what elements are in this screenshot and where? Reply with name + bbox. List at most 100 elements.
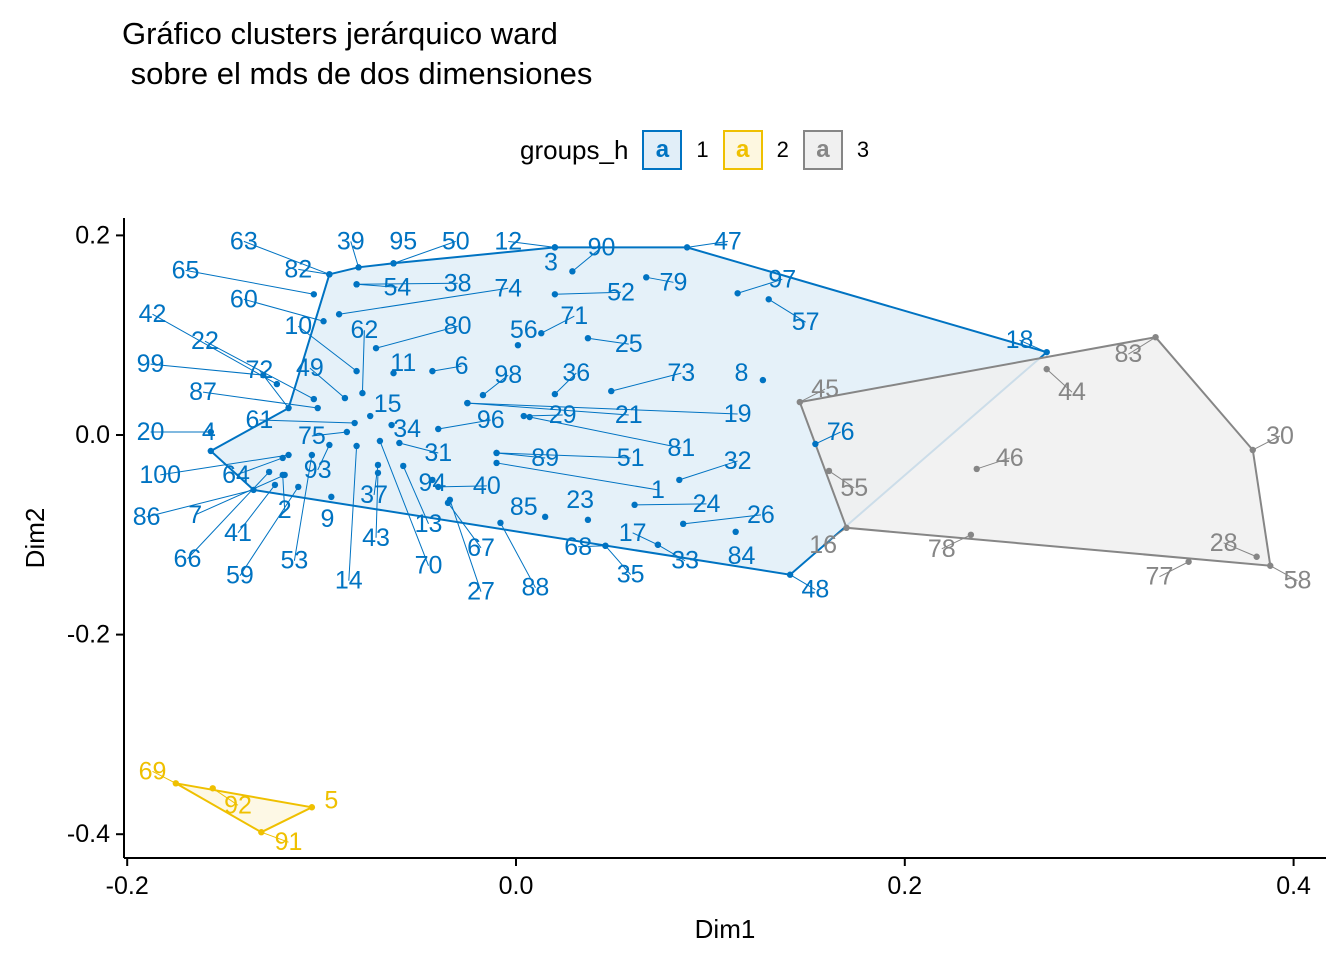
point-label-6: 6 [455,352,469,380]
x-tick-label: 0.2 [887,872,922,900]
data-point-27 [446,496,454,504]
data-points [172,244,1274,836]
data-point-80 [372,344,380,352]
point-label-78: 78 [928,535,956,563]
leader-line-38 [356,282,458,285]
leader-line-2 [282,474,286,510]
leader-line-27 [449,499,482,592]
leader-line-58 [1270,565,1298,582]
leader-line-12 [508,240,555,248]
point-label-72: 72 [245,356,273,384]
data-point-38 [353,281,360,288]
x-axis-ticks: -0.2 0.0 0.2 0.4 [106,858,1311,900]
point-label-15: 15 [374,390,402,418]
leader-line-62 [361,330,365,394]
leader-line-59 [239,486,299,576]
data-point-62 [359,389,366,397]
data-point-59 [295,483,302,491]
point-label-77: 77 [1146,563,1174,591]
point-label-57: 57 [792,308,820,336]
leader-line-82 [298,268,330,275]
point-label-56: 56 [510,316,538,344]
legend-item-group-3: a 3 [802,130,869,170]
data-point-83 [1152,333,1159,341]
point-label-18: 18 [1006,326,1034,354]
point-label-92: 92 [224,791,252,819]
point-label-51: 51 [617,444,645,472]
data-point-44 [1043,365,1050,373]
point-label-86: 86 [133,503,161,531]
point-label-96: 96 [477,406,505,434]
leader-line-42 [152,313,278,385]
point-label-66: 66 [174,545,202,573]
data-point-36 [551,390,559,398]
data-point-23 [584,516,592,524]
data-point-2 [279,471,286,479]
point-label-10: 10 [284,312,312,340]
data-point-76 [812,440,819,448]
leader-line-65 [185,269,314,295]
point-label-12: 12 [494,227,522,255]
point-label-20: 20 [137,418,165,446]
point-label-65: 65 [172,256,200,284]
data-point-18 [1043,348,1050,356]
leader-line-70 [379,440,429,566]
data-point-61 [351,419,358,427]
point-label-39: 39 [337,227,365,255]
leader-line-88 [500,522,536,588]
point-label-91: 91 [275,828,303,856]
point-label-40: 40 [473,472,501,500]
point-label-79: 79 [660,268,688,296]
data-point-69 [172,780,179,787]
cluster-3-hull [798,336,1272,567]
point-label-84: 84 [728,542,756,570]
data-point-66 [265,468,273,476]
data-point-41 [271,481,279,489]
data-point-55 [825,467,833,475]
leader-line-96 [438,419,491,430]
point-label-90: 90 [588,233,616,261]
point-label-80: 80 [444,312,472,340]
point-label-75: 75 [298,422,326,450]
leader-line-25 [587,337,629,345]
leader-line-19 [467,402,738,415]
data-point-99 [260,371,267,379]
data-point-37 [374,461,382,469]
data-point-57 [765,296,772,303]
leader-line-16 [822,527,847,546]
data-point-43 [374,469,382,477]
point-label-87: 87 [189,378,217,406]
leader-line-52 [554,291,621,295]
data-point-74 [335,311,343,318]
leader-line-1 [496,462,658,491]
data-point-78 [967,531,975,538]
data-point-58 [1267,562,1274,569]
data-point-40 [435,483,442,491]
leader-line-18 [1019,339,1047,353]
data-point-88 [497,519,504,527]
data-point-31 [396,439,403,447]
data-point-22 [310,395,318,403]
y-axis-ticks: -0.4 -0.2 0.0 0.2 [67,221,124,848]
data-point-60 [320,318,327,325]
data-point-92 [209,785,216,792]
leader-line-39 [350,241,360,268]
data-point-16 [843,524,850,532]
leader-line-32 [679,460,738,481]
data-point-97 [734,290,741,297]
point-label-74: 74 [494,274,522,302]
legend-label-group-1: 1 [696,137,709,162]
x-tick-label: 0.0 [499,872,534,900]
point-label-81: 81 [667,434,695,462]
point-label-67: 67 [467,534,495,562]
leader-line-90 [572,246,602,272]
point-label-95: 95 [389,227,417,255]
point-label-59: 59 [226,562,254,590]
data-point-90 [569,268,576,275]
leader-line-89 [496,452,546,459]
leader-line-74 [339,287,509,315]
leader-line-76 [815,431,841,445]
leader-line-30 [1252,435,1281,451]
data-point-30 [1249,446,1256,454]
leader-line-79 [646,276,674,283]
